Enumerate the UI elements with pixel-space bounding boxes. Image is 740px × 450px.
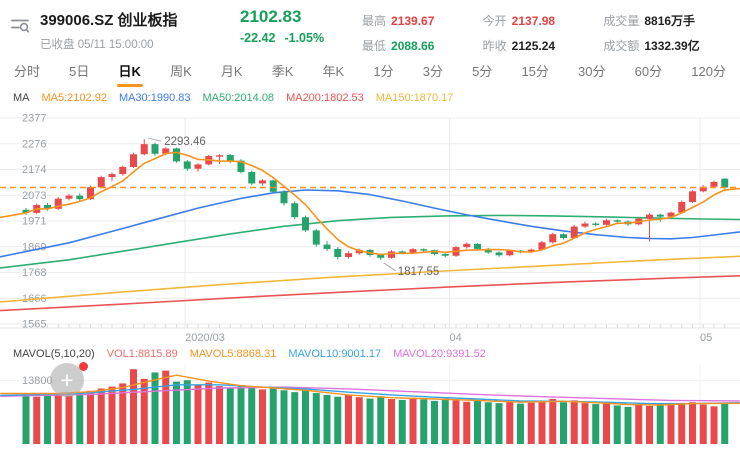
period-tab-bar: 分时 5日 日K 周K 月K 季K 年K 1分 3分 5分 15分 30分 60分 120分 <box>0 56 740 88</box>
stat-label: 成交额 <box>603 39 640 53</box>
price-block: 2102.83 -22.42 -1.05% <box>240 7 362 45</box>
ma-line-MA200 <box>0 275 740 312</box>
tab-item-2[interactable]: 日K <box>117 56 143 88</box>
annotation-line <box>383 262 397 272</box>
stat-value: 2139.67 <box>391 14 435 28</box>
y-axis-label: 2377 <box>22 113 46 125</box>
quote-stats-grid: 最高 2139.67 今开 2137.98 成交量 8816万手最低 2088.66 昨收 21… <box>362 9 730 54</box>
y-axis-label: 2073 <box>22 190 46 202</box>
add-floating-button[interactable]: + <box>50 362 88 397</box>
candlestick-chart[interactable]: 2377227621742073197118691768166615652020… <box>0 108 740 345</box>
notification-dot-icon <box>79 362 88 371</box>
title-block: 399006.SZ 创业板指 已收盘 05/11 15:00:00 <box>40 9 240 52</box>
last-price: 2102.83 <box>240 7 302 26</box>
stat-item-3: 最低 2088.66 <box>362 37 465 54</box>
y-axis-label: 1971 <box>22 216 46 228</box>
stat-value: 2137.98 <box>511 14 556 28</box>
market-status: 已收盘 05/11 15:00:00 <box>40 39 154 51</box>
annotation-line <box>148 137 162 142</box>
y-axis-label: 2174 <box>22 164 46 176</box>
ma-line-MA30 <box>0 189 740 258</box>
volume-bars-group <box>22 369 729 444</box>
y-axis-label: 1869 <box>22 241 46 253</box>
x-axis-label: 05 <box>700 332 712 344</box>
stat-label: 昨收 <box>482 39 507 53</box>
mavol-legend-item-1: MAVOL5:8868.31 <box>189 347 277 360</box>
stat-item-5: 成交额 1332.39亿 <box>603 37 730 54</box>
vol-ma-line-MAVOL10 <box>0 384 740 405</box>
stat-value: 2088.66 <box>391 39 435 53</box>
mavol-legend-item-0: VOL1:8815.89 <box>106 347 178 360</box>
x-axis-label: 04 <box>450 332 462 344</box>
tab-item-3[interactable]: 周K <box>170 63 192 79</box>
list-search-icon <box>11 19 30 33</box>
tab-item-1[interactable]: 5日 <box>69 63 90 79</box>
watchlist-search-icon[interactable] <box>8 9 40 37</box>
ma-line-MA5 <box>0 151 740 256</box>
stat-item-1: 今开 2137.98 <box>483 12 586 29</box>
volume-y-label: 13800 <box>22 375 53 387</box>
tab-item-10[interactable]: 15分 <box>521 63 549 79</box>
ma-line-MA150 <box>0 255 740 303</box>
tab-item-8[interactable]: 3分 <box>422 63 443 79</box>
low-annotation: 1817.55 <box>398 266 440 278</box>
mavol-indicator-row[interactable]: MAVOL(5,10,20) VOL1:8815.89 MAVOL5:8868.31… <box>0 345 740 362</box>
mavol-legend-item-2: MAVOL10:9001.17 <box>288 347 382 360</box>
ma-indicator-row[interactable]: MA MA5:2102.92 MA30:1990.83 MA50:2014.08 MA2… <box>0 88 740 108</box>
stat-value: 2125.24 <box>511 39 556 53</box>
x-axis-label: 2020/03 <box>185 332 225 344</box>
price-change-pct: -1.05% <box>284 31 325 45</box>
stat-item-0: 最高 2139.67 <box>362 12 465 29</box>
tab-item-13[interactable]: 120分 <box>691 63 726 79</box>
ma-legend-item-2: MA50:2014.08 <box>202 92 275 104</box>
stat-label: 最高 <box>362 14 387 28</box>
quote-header: 399006.SZ 创业板指 已收盘 05/11 15:00:00 2102.8… <box>0 0 740 56</box>
tab-item-9[interactable]: 5分 <box>472 63 493 79</box>
plus-icon: + <box>60 366 74 393</box>
candles-group <box>22 139 729 260</box>
stat-item-2: 成交量 8816万手 <box>603 12 730 29</box>
tab-item-4[interactable]: 月K <box>220 63 243 79</box>
tab-item-6[interactable]: 年K <box>322 63 345 79</box>
mavol-legend-title: MAVOL(5,10,20) <box>13 347 95 360</box>
vol-ma-line-MAVOL20 <box>0 386 740 402</box>
vol-ma-line-MAVOL5 <box>0 374 740 406</box>
stat-item-4: 昨收 2125.24 <box>483 37 586 54</box>
high-annotation: 2293.46 <box>164 136 206 148</box>
ma-legend-item-4: MA150:1870.17 <box>375 92 454 104</box>
tab-item-7[interactable]: 1分 <box>373 63 394 79</box>
ma-line-MA50 <box>0 214 740 269</box>
ma-legend-title: MA <box>13 92 30 104</box>
mavol-legend-item-3: MAVOL20:9391.52 <box>393 347 486 360</box>
tab-item-12[interactable]: 60分 <box>634 63 663 79</box>
stat-label: 最低 <box>362 39 387 53</box>
y-axis-label: 2276 <box>22 138 46 150</box>
tab-item-5[interactable]: 季K <box>271 63 294 79</box>
price-change: -22.42 <box>240 31 276 45</box>
ma-legend-item-3: MA200:1802.53 <box>286 92 364 104</box>
stat-label: 今开 <box>482 14 507 28</box>
stat-value: 1332.39亿 <box>644 39 700 53</box>
y-axis-label: 1768 <box>22 267 46 279</box>
stat-label: 成交量 <box>603 14 640 28</box>
volume-pane: 13800 + <box>0 362 740 450</box>
symbol-title: 399006.SZ 创业板指 <box>40 12 178 29</box>
tab-item-11[interactable]: 30分 <box>578 63 606 79</box>
ma-legend-item-0: MA5:2102.92 <box>41 92 107 104</box>
price-change-row: -22.42 -1.05% <box>240 31 362 45</box>
volume-chart[interactable]: 13800 <box>0 362 740 450</box>
stat-value: 8816万手 <box>644 14 696 28</box>
tab-item-0[interactable]: 分时 <box>14 63 41 79</box>
ma-legend-item-1: MA30:1990.83 <box>118 92 191 104</box>
